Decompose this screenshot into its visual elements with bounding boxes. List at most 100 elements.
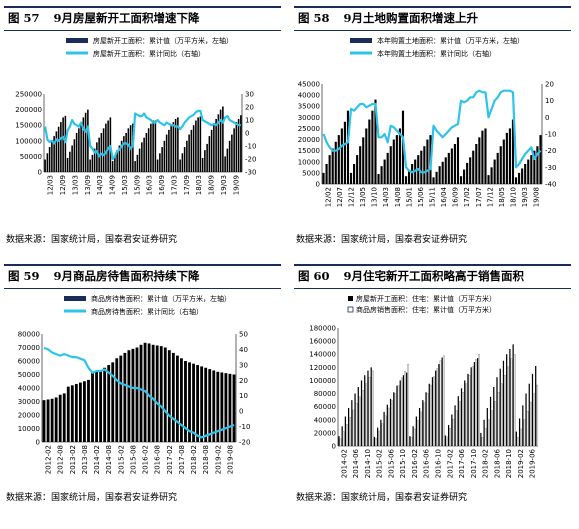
bar bbox=[404, 176, 408, 184]
bar bbox=[181, 153, 184, 172]
x-tick-label: 2018-10 bbox=[505, 449, 513, 478]
bar-sales bbox=[426, 393, 429, 447]
bar bbox=[161, 147, 163, 172]
bar-sales bbox=[442, 355, 445, 447]
bar-starts bbox=[502, 360, 505, 446]
x-tick-label: 18/05 bbox=[498, 187, 506, 207]
bar-sales bbox=[417, 420, 419, 447]
bar bbox=[46, 399, 50, 442]
x-tick-label: 13/05 bbox=[359, 187, 367, 207]
y2-tick-label: 20 bbox=[545, 81, 554, 89]
bar-sales bbox=[384, 415, 387, 447]
bar-starts bbox=[357, 387, 359, 446]
x-tick-label: 2018-08 bbox=[202, 445, 210, 474]
y-tick-label: 80000 bbox=[314, 390, 336, 398]
bar-sales bbox=[352, 409, 355, 447]
bar-starts bbox=[389, 398, 392, 446]
chart-residential-starts-vs-sales: 房屋新开工面积：住宅：累计值（万平方米） 商品房销售面积：住宅：累计值（万平方米）… bbox=[309, 294, 539, 478]
chart-land-purchase: 本年购置土地面积：累计值（万平方米，左轴） 本年购置土地面积：累计同比（右轴） 45… bbox=[298, 36, 557, 207]
bar bbox=[463, 169, 466, 184]
bar bbox=[165, 134, 168, 172]
bar bbox=[368, 119, 371, 184]
bar bbox=[502, 139, 505, 184]
bar bbox=[84, 112, 87, 172]
bar-starts bbox=[457, 396, 459, 446]
bar-sales bbox=[507, 366, 510, 447]
bar bbox=[73, 139, 76, 172]
bar bbox=[95, 371, 98, 442]
line-series-yoy bbox=[322, 89, 542, 174]
bar bbox=[487, 175, 490, 184]
bar bbox=[192, 125, 195, 172]
bar bbox=[150, 123, 152, 172]
y2-tick-label: 10 bbox=[545, 97, 554, 105]
bar bbox=[343, 121, 346, 184]
x-tick-label: 13/10 bbox=[371, 187, 379, 207]
bar bbox=[423, 146, 426, 184]
bar-sales bbox=[355, 403, 358, 447]
bar-starts bbox=[415, 416, 417, 446]
bar-sales bbox=[368, 376, 371, 447]
bar-sales bbox=[510, 358, 513, 447]
y-tick-label: 50000 bbox=[20, 153, 42, 161]
y2-tick-label: 0 bbox=[245, 130, 249, 138]
bar-sales bbox=[429, 384, 432, 447]
figure-title-bar: 图 59 9月商品房待售面积持续下降 bbox=[4, 264, 281, 289]
bar bbox=[232, 374, 236, 442]
bar bbox=[51, 140, 53, 172]
bar-starts bbox=[338, 436, 340, 446]
bar-starts bbox=[373, 436, 376, 446]
bar bbox=[87, 109, 89, 172]
bar bbox=[447, 152, 450, 184]
bar bbox=[435, 171, 438, 184]
bar bbox=[123, 352, 127, 442]
bar bbox=[135, 347, 139, 442]
y-tick-label: 60000 bbox=[314, 403, 336, 411]
bar bbox=[322, 172, 325, 184]
x-tick-label: 2019-02 bbox=[214, 445, 222, 474]
x-tick-label: 12/12 bbox=[347, 187, 355, 207]
y2-tick-label: -20 bbox=[545, 147, 556, 155]
legend-swatch-bar bbox=[66, 38, 88, 43]
y2-tick-label: -20 bbox=[245, 156, 256, 164]
bar-sales bbox=[478, 354, 480, 447]
bar-sales bbox=[529, 401, 532, 447]
bar bbox=[60, 122, 62, 172]
bar bbox=[380, 166, 383, 184]
bar bbox=[215, 118, 217, 172]
bar bbox=[484, 128, 487, 184]
y-tick-label: 0 bbox=[38, 169, 42, 177]
x-tick-label: 18/09 bbox=[208, 175, 216, 195]
bar-starts bbox=[344, 416, 346, 446]
bar bbox=[62, 393, 66, 442]
bar bbox=[374, 99, 377, 184]
bar bbox=[159, 346, 163, 442]
bar bbox=[192, 363, 195, 442]
bar bbox=[186, 140, 188, 172]
bar-sales bbox=[400, 377, 403, 447]
bar bbox=[389, 146, 392, 184]
bar bbox=[362, 137, 365, 184]
bar bbox=[493, 159, 496, 184]
x-tick-label: 16/09 bbox=[158, 175, 166, 195]
bar bbox=[66, 386, 70, 442]
bar bbox=[111, 362, 115, 442]
bar bbox=[75, 133, 78, 172]
bar bbox=[426, 139, 429, 184]
bar bbox=[80, 122, 82, 172]
bar bbox=[353, 164, 356, 184]
y-tick-label: 35000 bbox=[298, 103, 320, 111]
bar bbox=[533, 150, 536, 184]
x-tick-label: 2014-06 bbox=[352, 448, 360, 478]
bar bbox=[456, 137, 460, 184]
y-tick-label: 70000 bbox=[18, 344, 40, 352]
bar-starts bbox=[512, 344, 514, 446]
x-tick-label: 15/11 bbox=[429, 187, 437, 207]
bar-starts bbox=[464, 380, 466, 446]
y2-tick-label: 20 bbox=[239, 377, 248, 385]
bar bbox=[74, 383, 78, 442]
y-tick-label: 120000 bbox=[309, 364, 336, 372]
x-tick-label: 2019-02 bbox=[517, 449, 525, 478]
bar bbox=[496, 152, 499, 184]
bar-starts bbox=[348, 407, 350, 446]
